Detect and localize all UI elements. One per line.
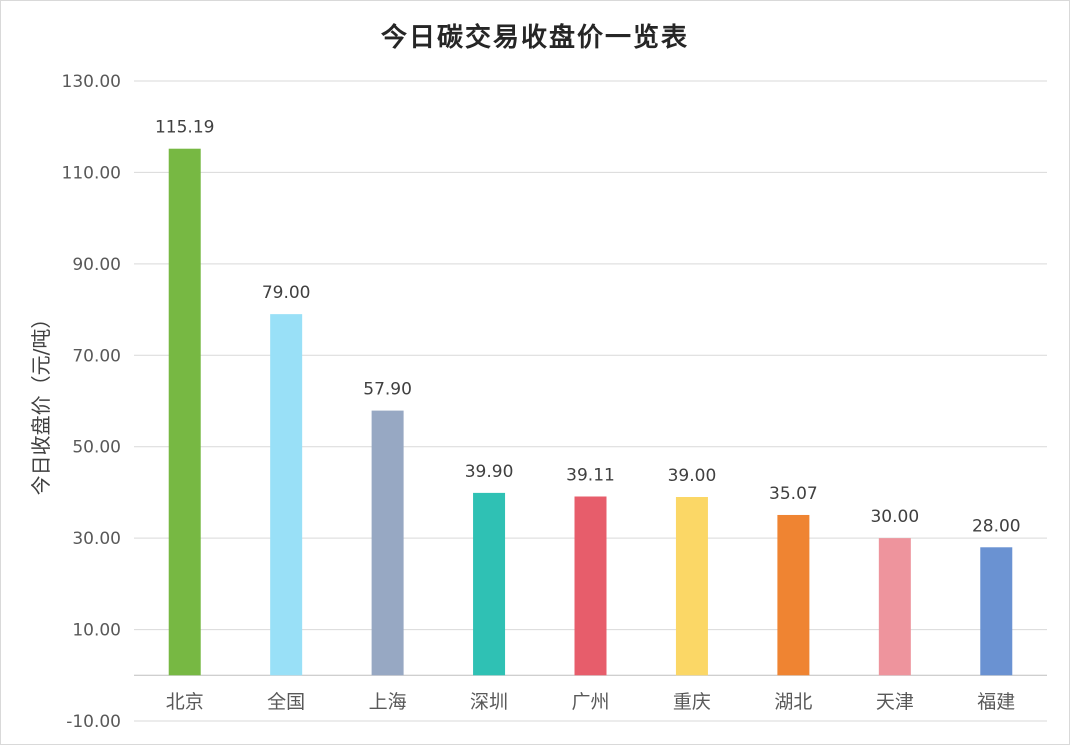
bar (168, 148, 201, 676)
value-label: 57.90 (363, 380, 412, 400)
category-label: 全国 (267, 691, 305, 713)
bar (473, 492, 506, 676)
category-label: 上海 (369, 691, 407, 713)
category-label: 北京 (166, 691, 204, 713)
y-tick-label: 10.00 (72, 621, 121, 641)
bar (371, 410, 404, 676)
y-axis-label: 今日收盘价（元/吨） (29, 309, 53, 496)
y-tick-label: 50.00 (72, 438, 121, 458)
value-label: 115.19 (155, 118, 214, 138)
category-label: 广州 (571, 691, 609, 713)
value-label: 79.00 (262, 283, 311, 303)
y-tick-label: -10.00 (66, 712, 121, 732)
y-tick-label: 70.00 (72, 346, 121, 366)
bar (777, 514, 810, 676)
category-label: 天津 (876, 691, 914, 713)
data-labels: 115.19 79.00 57.90 39.90 39.11 39.00 35.07 30.0… (155, 118, 1021, 537)
value-label: 39.11 (566, 465, 615, 485)
value-label: 28.00 (972, 516, 1021, 536)
value-label: 39.90 (465, 462, 514, 482)
value-label: 35.07 (769, 484, 818, 504)
bar (675, 497, 708, 676)
category-label: 湖北 (774, 691, 812, 713)
bar (878, 538, 911, 676)
category-label: 重庆 (673, 691, 711, 713)
value-label: 39.00 (668, 466, 717, 486)
y-axis-ticks: 130.00 110.00 90.00 70.00 50.00 30.00 10.00 -10… (62, 72, 121, 732)
value-label: 30.00 (870, 507, 919, 527)
category-label: 深圳 (470, 691, 508, 713)
bar (980, 547, 1013, 676)
category-label: 福建 (977, 691, 1015, 713)
bars (168, 148, 1013, 676)
x-axis-categories: 北京 全国 上海 深圳 广州 重庆 湖北 天津 福建 (166, 691, 1016, 713)
bar (270, 314, 303, 676)
y-tick-label: 30.00 (72, 529, 121, 549)
y-tick-label: 130.00 (62, 72, 121, 92)
chart-title: 今日碳交易收盘价一览表 (381, 22, 689, 53)
y-tick-label: 110.00 (62, 163, 121, 183)
y-tick-label: 90.00 (72, 255, 121, 275)
bar (574, 496, 607, 676)
